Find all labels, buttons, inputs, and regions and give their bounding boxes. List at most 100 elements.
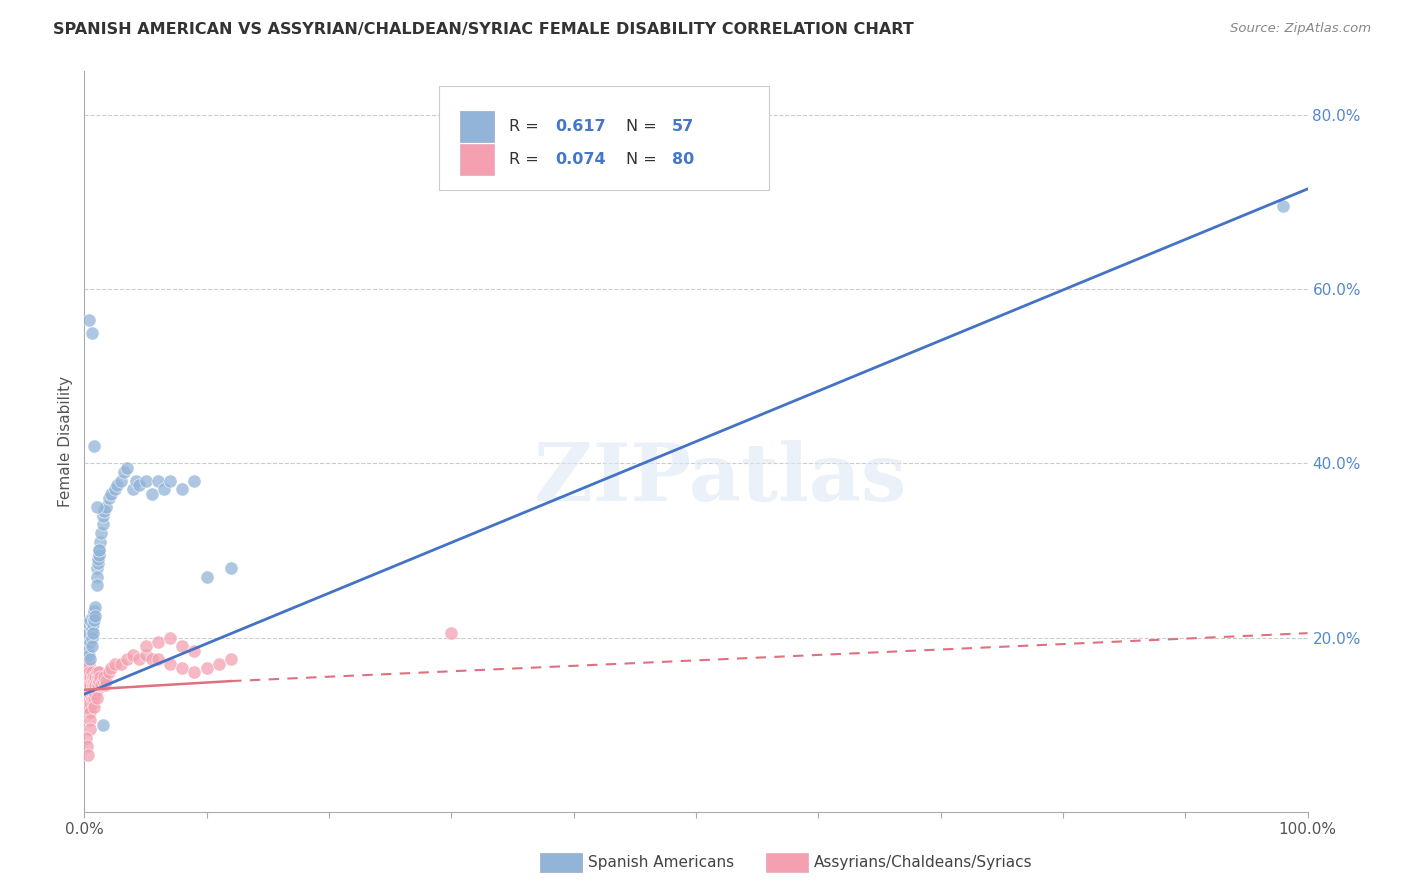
Point xyxy=(94,678,117,692)
Point xyxy=(183,643,205,657)
Point xyxy=(96,674,118,689)
Point xyxy=(82,687,104,701)
Point xyxy=(87,552,110,566)
Point xyxy=(86,674,108,689)
Point xyxy=(87,548,110,562)
Point xyxy=(77,665,100,680)
Point xyxy=(87,674,110,689)
Point xyxy=(104,483,127,497)
Point xyxy=(79,635,101,649)
Point xyxy=(86,578,108,592)
Point xyxy=(195,661,218,675)
Text: ZIPatlas: ZIPatlas xyxy=(534,440,907,517)
Point xyxy=(86,561,108,575)
Point xyxy=(100,487,122,501)
Point xyxy=(79,722,101,736)
Point xyxy=(141,487,163,501)
Point xyxy=(82,626,104,640)
Point xyxy=(82,670,104,684)
Point xyxy=(82,678,104,692)
Point xyxy=(87,678,110,692)
Point xyxy=(76,700,98,714)
Point xyxy=(93,670,115,684)
Point xyxy=(80,639,103,653)
Point xyxy=(172,639,194,653)
Point xyxy=(76,665,98,680)
Point xyxy=(77,648,100,662)
Point xyxy=(87,665,110,680)
Point xyxy=(440,626,463,640)
Point xyxy=(75,687,97,701)
Point xyxy=(75,678,97,692)
Point xyxy=(93,504,115,518)
Point xyxy=(195,569,218,583)
Point xyxy=(90,678,112,692)
Point xyxy=(77,682,100,697)
Text: 0.074: 0.074 xyxy=(555,152,606,167)
Point xyxy=(86,682,108,697)
Point xyxy=(125,474,148,488)
Point xyxy=(77,312,100,326)
Point xyxy=(79,678,101,692)
Point xyxy=(83,613,105,627)
Point xyxy=(96,500,118,514)
Point xyxy=(77,674,100,689)
Point xyxy=(172,661,194,675)
Point xyxy=(183,474,205,488)
Point xyxy=(86,665,108,680)
Point xyxy=(76,682,98,697)
Point xyxy=(83,700,105,714)
Point xyxy=(159,657,181,671)
Point xyxy=(91,508,114,523)
Point xyxy=(86,500,108,514)
Point xyxy=(87,543,110,558)
Point xyxy=(90,526,112,541)
Point xyxy=(79,696,101,710)
Point xyxy=(82,608,104,623)
Point xyxy=(110,657,132,671)
Y-axis label: Female Disability: Female Disability xyxy=(58,376,73,508)
Point xyxy=(84,678,107,692)
Point xyxy=(105,478,128,492)
Point xyxy=(80,674,103,689)
Point xyxy=(128,478,150,492)
Point xyxy=(76,739,98,754)
Point xyxy=(141,652,163,666)
Point xyxy=(82,696,104,710)
Point xyxy=(135,639,157,653)
Point xyxy=(75,731,97,745)
Point xyxy=(128,652,150,666)
Point xyxy=(77,657,100,671)
Point xyxy=(219,561,242,575)
Point xyxy=(77,748,100,763)
Point xyxy=(115,652,138,666)
Point xyxy=(84,600,107,615)
Point xyxy=(159,631,181,645)
Point xyxy=(91,674,114,689)
Point xyxy=(146,652,169,666)
Point xyxy=(208,657,231,671)
Text: N =: N = xyxy=(626,152,662,167)
Point xyxy=(91,517,114,532)
Point xyxy=(122,648,145,662)
Point xyxy=(183,665,205,680)
Point xyxy=(79,652,101,666)
Point xyxy=(135,648,157,662)
Text: Assyrians/Chaldeans/Syriacs: Assyrians/Chaldeans/Syriacs xyxy=(814,855,1032,870)
Point xyxy=(100,661,122,675)
Point xyxy=(76,691,98,706)
Point xyxy=(75,670,97,684)
Point xyxy=(83,674,105,689)
Point xyxy=(91,717,114,731)
Point xyxy=(79,687,101,701)
Point xyxy=(82,617,104,632)
Point xyxy=(122,483,145,497)
Point xyxy=(83,439,105,453)
Point xyxy=(135,474,157,488)
Point xyxy=(80,326,103,340)
Point xyxy=(79,613,101,627)
Point xyxy=(146,635,169,649)
Point xyxy=(146,474,169,488)
Point xyxy=(77,643,100,657)
Text: R =: R = xyxy=(509,119,544,134)
